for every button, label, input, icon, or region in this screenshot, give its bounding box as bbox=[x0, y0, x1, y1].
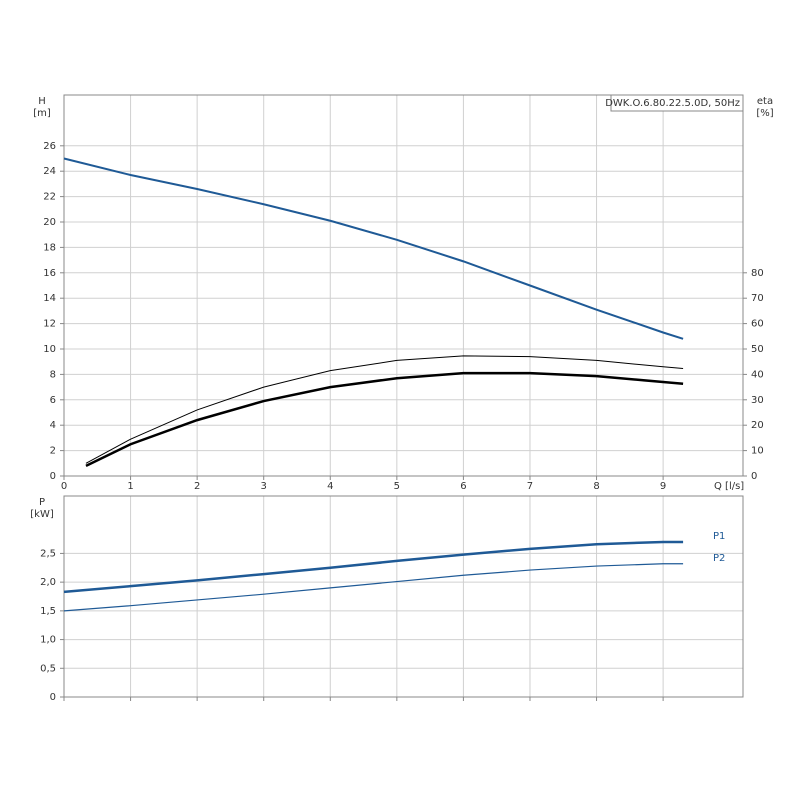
y2-tick-label: 60 bbox=[751, 319, 764, 330]
x-tick-label: 0 bbox=[61, 481, 67, 492]
y-axis-unit: [m] bbox=[33, 108, 51, 119]
x-tick-label: 6 bbox=[460, 481, 466, 492]
y-tick-label: 12 bbox=[43, 319, 56, 330]
y-tick-label: 8 bbox=[50, 369, 56, 380]
series-line bbox=[85, 371, 684, 467]
y-tick-label: 14 bbox=[43, 293, 56, 304]
y2-tick-label: 10 bbox=[751, 446, 764, 457]
y-tick-label: 2,0 bbox=[40, 577, 56, 588]
y-tick-label: 24 bbox=[43, 166, 56, 177]
y-tick-label: 18 bbox=[43, 242, 56, 253]
y-tick-label: 0 bbox=[50, 471, 56, 482]
y2-tick-label: 20 bbox=[751, 420, 764, 431]
plot-area bbox=[63, 495, 744, 698]
series-label: P2 bbox=[713, 553, 725, 564]
y-tick-label: 2 bbox=[50, 446, 56, 457]
y-axis-label: P bbox=[39, 497, 45, 508]
y2-tick-label: 0 bbox=[751, 471, 757, 482]
x-tick-label: 3 bbox=[261, 481, 267, 492]
y2-axis-unit: [%] bbox=[756, 108, 773, 119]
series-line bbox=[63, 563, 684, 612]
y-axis-label: H bbox=[38, 96, 46, 107]
series-label: P1 bbox=[713, 531, 725, 542]
y-tick-label: 1,0 bbox=[40, 635, 56, 646]
y-tick-label: 22 bbox=[43, 192, 56, 203]
x-tick-label: 5 bbox=[394, 481, 400, 492]
x-tick-label: 1 bbox=[127, 481, 133, 492]
y-tick-label: 6 bbox=[50, 395, 56, 406]
chart-title: DWK.O.6.80.22.5.0D, 50Hz bbox=[605, 98, 740, 109]
y-tick-label: 10 bbox=[43, 344, 56, 355]
plot-frame bbox=[63, 94, 744, 477]
title-box bbox=[610, 94, 744, 112]
x-tick-label: 2 bbox=[194, 481, 200, 492]
series-line bbox=[63, 157, 684, 340]
y2-tick-label: 80 bbox=[751, 268, 764, 279]
y-tick-label: 2,5 bbox=[40, 548, 56, 559]
y2-tick-label: 50 bbox=[751, 344, 764, 355]
series-line bbox=[85, 355, 684, 464]
plot-area bbox=[63, 94, 744, 477]
y2-tick-label: 30 bbox=[751, 395, 764, 406]
y2-tick-label: 40 bbox=[751, 369, 764, 380]
y-tick-label: 1,5 bbox=[40, 606, 56, 617]
plot-frame bbox=[63, 495, 744, 698]
y-tick-label: 16 bbox=[43, 268, 56, 279]
y-tick-label: 20 bbox=[43, 217, 56, 228]
x-tick-label: 4 bbox=[327, 481, 333, 492]
y-tick-label: 26 bbox=[43, 141, 56, 152]
y2-tick-label: 70 bbox=[751, 293, 764, 304]
y-tick-label: 0 bbox=[50, 692, 56, 703]
y-tick-label: 4 bbox=[50, 420, 56, 431]
y-tick-label: 0,5 bbox=[40, 663, 56, 674]
y-axis-unit: [kW] bbox=[30, 509, 54, 520]
series-line bbox=[63, 540, 684, 594]
x-tick-label: 7 bbox=[527, 481, 533, 492]
x-tick-label: 8 bbox=[593, 481, 599, 492]
x-axis-label: Q [l/s] bbox=[714, 481, 744, 492]
y2-axis-label: eta bbox=[757, 96, 773, 107]
x-tick-label: 9 bbox=[660, 481, 666, 492]
